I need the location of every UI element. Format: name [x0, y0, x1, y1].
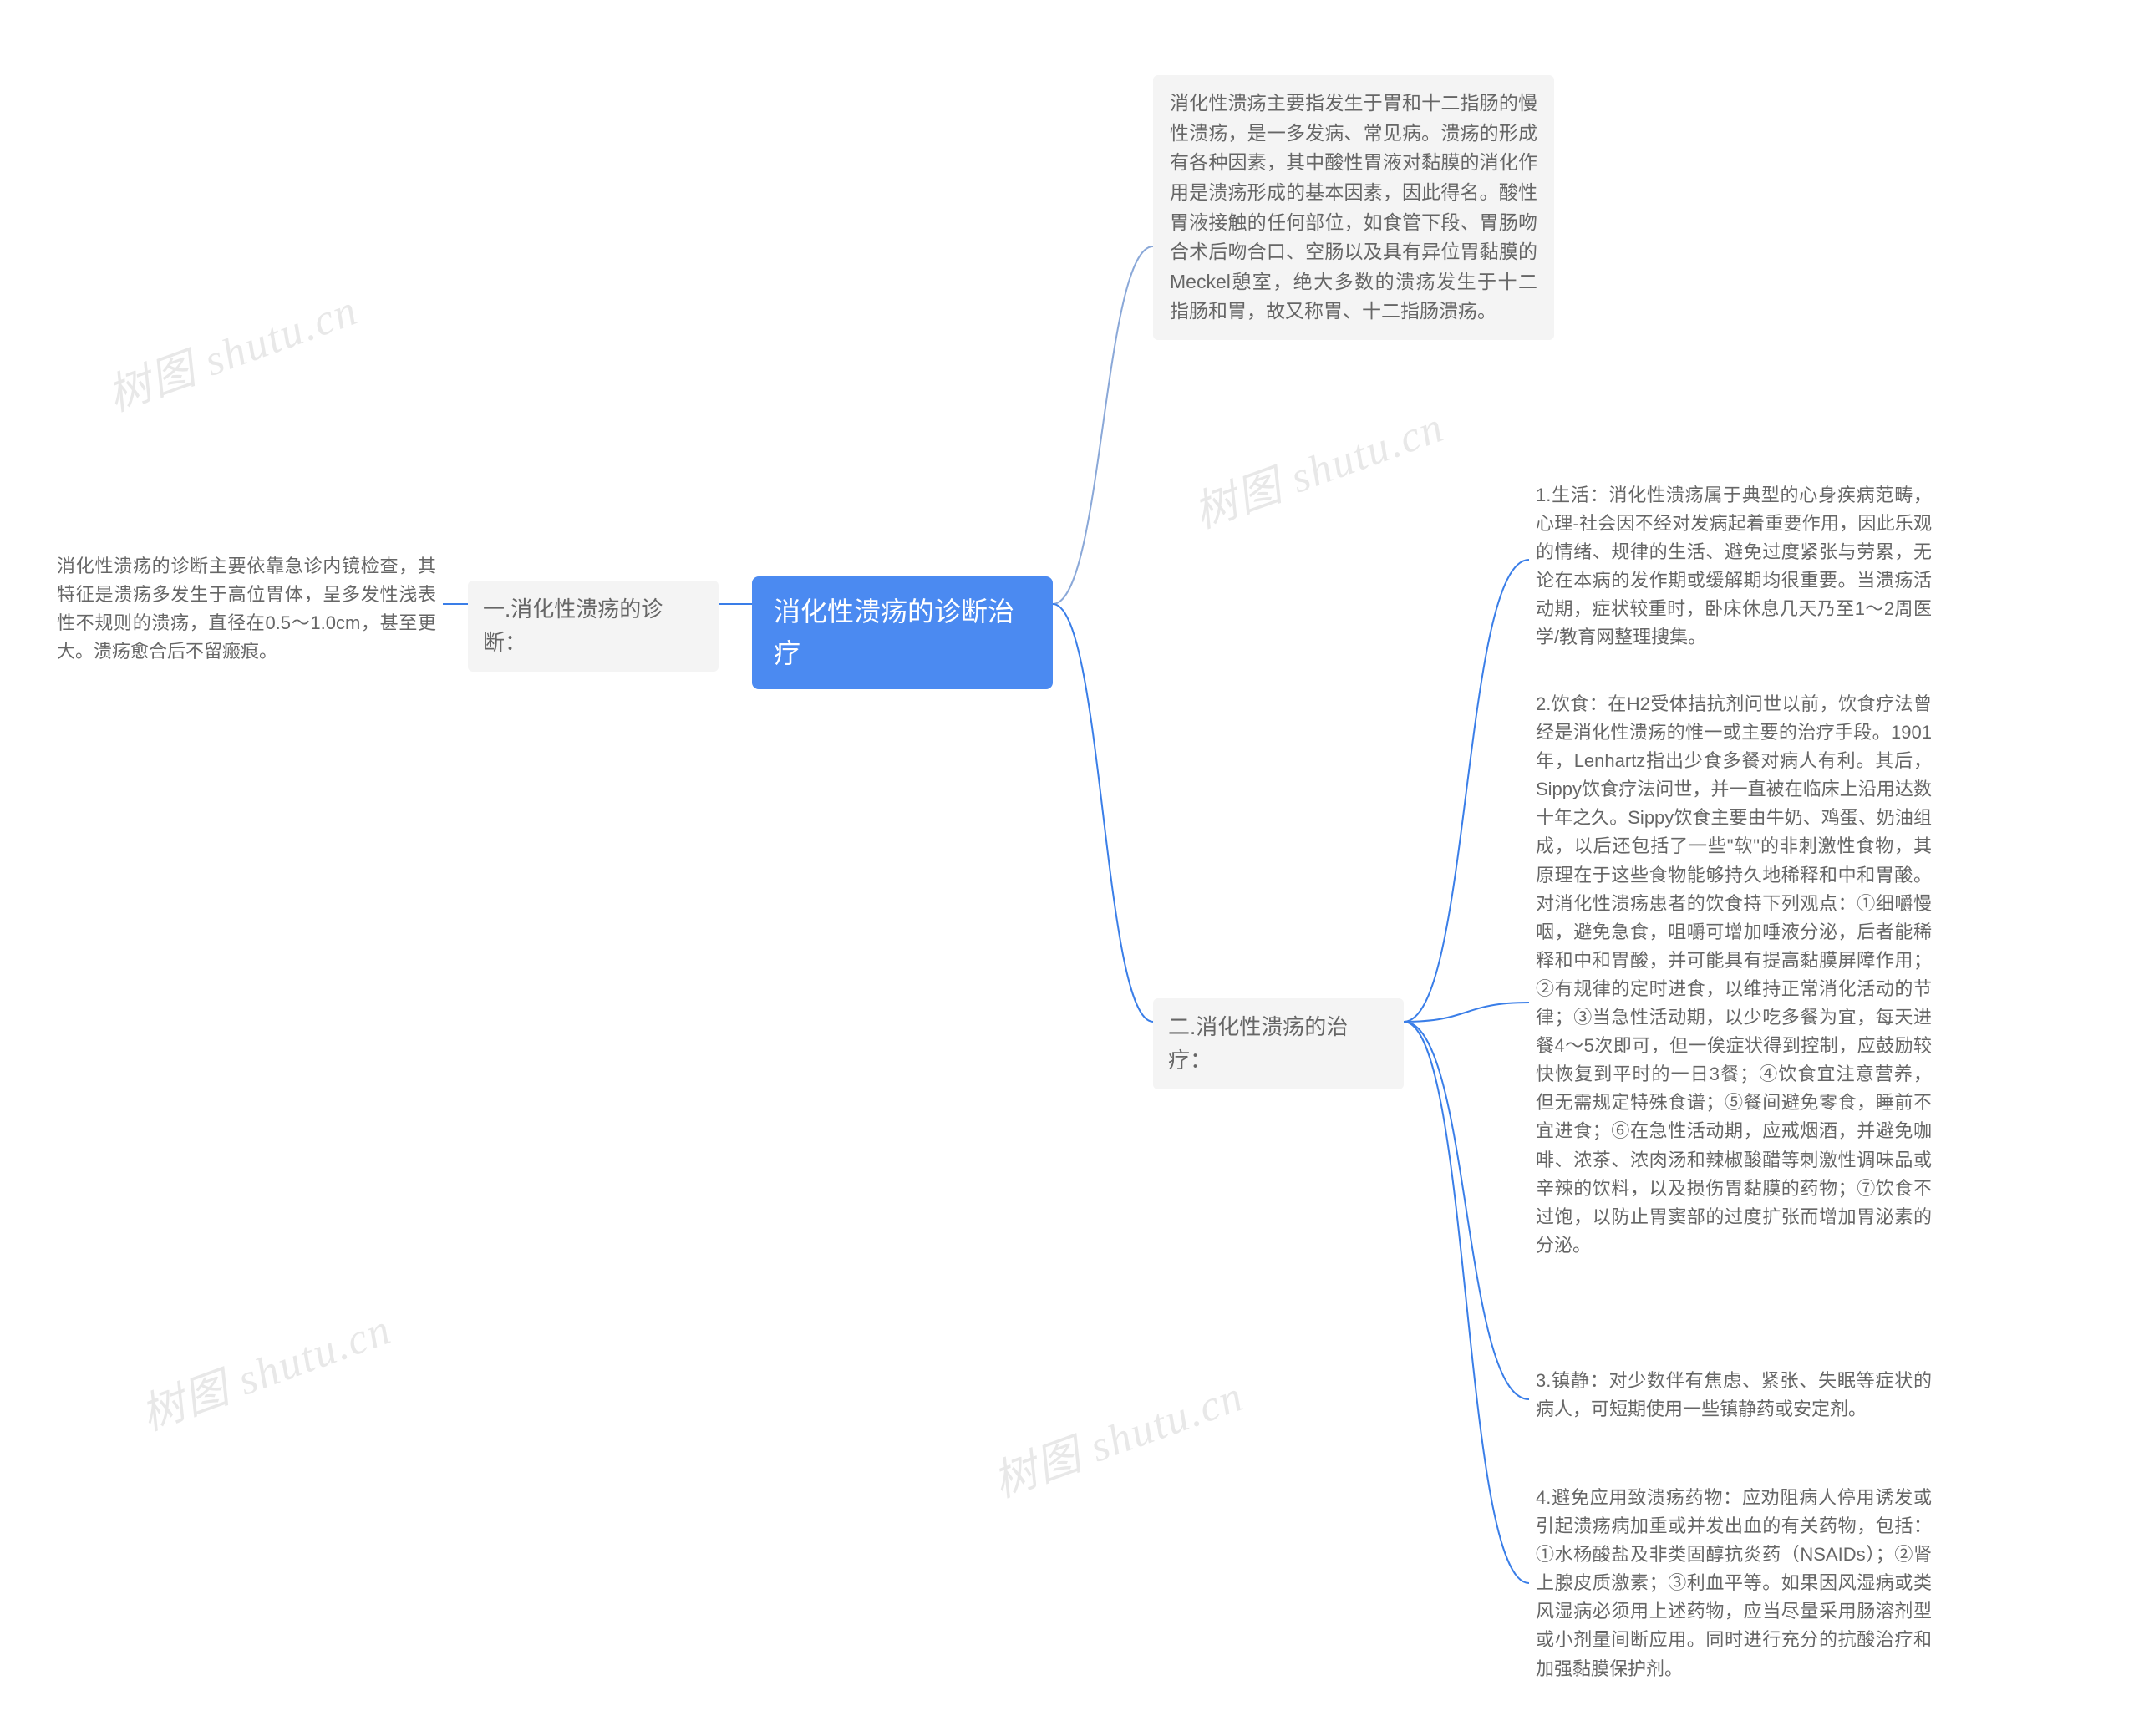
- watermark: 树图 shutu.cn: [98, 275, 365, 424]
- intro-node: 消化性溃疡主要指发生于胃和十二指肠的慢性溃疡，是一多发病、常见病。溃疡的形成有各…: [1153, 75, 1554, 340]
- treatment-item-2: 2.饮食：在H2受体拮抗剂问世以前，饮食疗法曾经是消化性溃疡的惟一或主要的治疗手…: [1529, 685, 1938, 1265]
- edge: [1404, 560, 1529, 1022]
- edge: [1053, 246, 1153, 604]
- edge: [1404, 1003, 1529, 1022]
- branch-treatment[interactable]: 二.消化性溃疡的治疗：: [1153, 998, 1404, 1089]
- watermark: 树图 shutu.cn: [131, 1294, 399, 1443]
- treatment-item-4: 4.避免应用致溃疡药物：应劝阻病人停用诱发或引起溃疡病加重或并发出血的有关药物，…: [1529, 1479, 1938, 1688]
- treatment-item-3: 3.镇静：对少数伴有焦虑、紧张、失眠等症状的病人，可短期使用一些镇静药或安定剂。: [1529, 1362, 1938, 1429]
- watermark: 树图 shutu.cn: [1184, 392, 1451, 541]
- root-node[interactable]: 消化性溃疡的诊断治疗: [752, 576, 1053, 689]
- edge: [1404, 1022, 1529, 1583]
- edge: [1404, 1022, 1529, 1399]
- edge: [1053, 604, 1153, 1022]
- watermark: 树图 shutu.cn: [983, 1361, 1251, 1510]
- branch-diagnosis[interactable]: 一.消化性溃疡的诊断：: [468, 581, 719, 672]
- treatment-item-1: 1.生活：消化性溃疡属于典型的心身疾病范畴，心理-社会因不经对发病起着重要作用，…: [1529, 476, 1938, 657]
- diagnosis-detail: 消化性溃疡的诊断主要依靠急诊内镜检查，其特征是溃疡多发生于高位胃体，呈多发性浅表…: [50, 547, 443, 671]
